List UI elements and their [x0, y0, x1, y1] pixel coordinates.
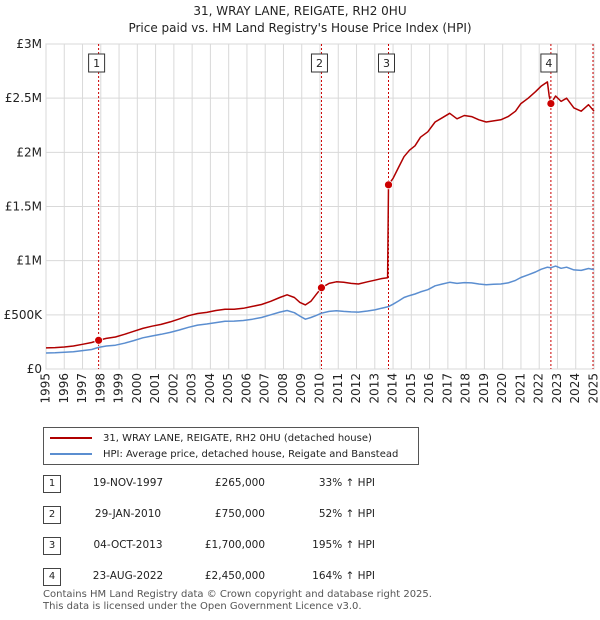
x-tick-label: 2008: [276, 373, 290, 404]
x-tick-label: 2013: [367, 373, 381, 404]
sale-point: [384, 180, 393, 190]
table-row: 2 29-JAN-2010 £750,000 52% ↑ HPI: [43, 504, 563, 524]
x-tick-label: 2024: [568, 373, 582, 404]
x-tick-label: 2001: [148, 373, 162, 404]
sale-point: [546, 99, 556, 108]
x-axis-ticks: 1995 1996 1997 1998 1999 2000 2001 2002 2003 2004…: [39, 373, 600, 404]
x-tick-label: 2014: [386, 373, 400, 404]
transaction-date: 23-AUG-2022: [92, 570, 164, 582]
x-tick-label: 2018: [459, 373, 473, 404]
x-tick-label: 2007: [258, 373, 272, 404]
y-tick-label: £500K: [4, 308, 44, 322]
transaction-badge: 1: [88, 53, 106, 73]
transaction-hpi: 52% ↑ HPI: [318, 508, 375, 520]
transaction-number: 2: [43, 506, 61, 524]
x-tick-label: 2020: [495, 373, 509, 404]
sale-point: [317, 283, 326, 293]
transaction-price: £1,700,000: [204, 539, 265, 551]
legend-swatch-property: [50, 437, 92, 439]
transaction-hpi: 195% ↑ HPI: [312, 539, 375, 551]
x-tick-label: 2023: [550, 373, 564, 404]
x-tick-label: 2006: [239, 373, 253, 404]
x-tick-label: 1995: [39, 373, 53, 404]
transaction-number: 3: [43, 537, 61, 555]
legend: 31, WRAY LANE, REIGATE, RH2 0HU (detache…: [43, 427, 419, 465]
x-tick-label: 2004: [203, 373, 217, 404]
grid-lines: [45, 43, 595, 370]
transaction-badge: 2: [310, 53, 328, 73]
transaction-badge: 3: [378, 53, 395, 73]
x-tick-label: 2003: [185, 373, 199, 404]
transaction-badges: 1 2 3 4: [88, 53, 558, 73]
transaction-hpi: 164% ↑ HPI: [312, 570, 375, 582]
legend-item-hpi: HPI: Average price, detached house, Reig…: [50, 446, 398, 462]
table-row: 4 23-AUG-2022 £2,450,000 164% ↑ HPI: [43, 566, 563, 586]
y-tick-label: £0: [27, 362, 42, 376]
transaction-number: 1: [43, 475, 61, 493]
series-line: [45, 265, 595, 354]
x-tick-label: 2009: [294, 373, 308, 404]
transaction-hpi: 33% ↑ HPI: [318, 477, 375, 489]
transaction-date: 29-JAN-2010: [94, 508, 162, 520]
x-tick-label: 2025: [587, 373, 600, 404]
chart-subtitle: Price paid vs. HM Land Registry's House …: [128, 21, 472, 35]
chart-title: 31, WRAY LANE, REIGATE, RH2 0HU: [193, 4, 407, 18]
x-tick-label: 2017: [440, 373, 454, 404]
x-tick-label: 2010: [313, 373, 327, 404]
table-row: 3 04-OCT-2013 £1,700,000 195% ↑ HPI: [43, 535, 563, 555]
transaction-badge-label: 4: [545, 57, 552, 70]
x-tick-label: 2019: [477, 373, 491, 404]
y-tick-label: £3M: [16, 37, 42, 51]
transaction-badge-label: 2: [316, 57, 323, 70]
legend-label-hpi: HPI: Average price, detached house, Reig…: [103, 448, 399, 460]
x-tick-label: 2022: [532, 373, 546, 404]
transaction-badge-label: 3: [383, 57, 390, 70]
sale-point: [94, 335, 104, 345]
x-tick-label: 2000: [130, 373, 144, 404]
footer-copyright: Contains HM Land Registry data © Crown c…: [43, 589, 432, 600]
transaction-date: 04-OCT-2013: [93, 539, 163, 551]
y-axis-ticks: £0 £500K £1M £1.5M £2M £2.5M £3M: [4, 37, 44, 376]
x-tick-label: 2016: [422, 373, 436, 404]
x-tick-label: 2015: [404, 373, 418, 404]
series-lines: [45, 81, 595, 354]
x-tick-label: 2011: [331, 373, 345, 404]
transaction-date: 19-NOV-1997: [92, 477, 164, 489]
table-row: 1 19-NOV-1997 £265,000 33% ↑ HPI: [43, 473, 563, 493]
x-tick-label: 1996: [57, 373, 71, 404]
transaction-badge: 4: [540, 53, 558, 73]
x-tick-label: 2012: [349, 373, 363, 404]
x-tick-label: 1998: [93, 373, 107, 404]
y-tick-label: £2.5M: [5, 91, 42, 105]
legend-swatch-hpi: [50, 453, 92, 455]
x-tick-label: 2005: [221, 373, 235, 404]
x-tick-label: 2021: [513, 373, 527, 404]
transaction-price: £2,450,000: [204, 570, 265, 582]
transaction-price: £750,000: [214, 508, 265, 520]
y-tick-label: £1.5M: [5, 200, 42, 214]
x-tick-label: 2002: [166, 373, 180, 404]
footer-licence: This data is licensed under the Open Gov…: [43, 601, 362, 612]
legend-label-property: 31, WRAY LANE, REIGATE, RH2 0HU (detache…: [103, 432, 372, 444]
transaction-badge-label: 1: [93, 57, 100, 70]
y-tick-label: £2M: [16, 145, 42, 159]
transaction-number: 4: [43, 568, 61, 586]
sale-points: [94, 99, 556, 345]
x-tick-label: 1999: [112, 373, 126, 404]
price-chart: 1 2 3 4 £0 £500K £1M £1.5M £2M £2.5M £3M 1995 1996…: [4, 37, 600, 404]
transaction-price: £265,000: [214, 477, 265, 489]
x-tick-label: 1997: [75, 373, 89, 404]
legend-item-property: 31, WRAY LANE, REIGATE, RH2 0HU (detache…: [50, 430, 372, 446]
series-line: [45, 81, 595, 349]
y-tick-label: £1M: [16, 254, 42, 268]
